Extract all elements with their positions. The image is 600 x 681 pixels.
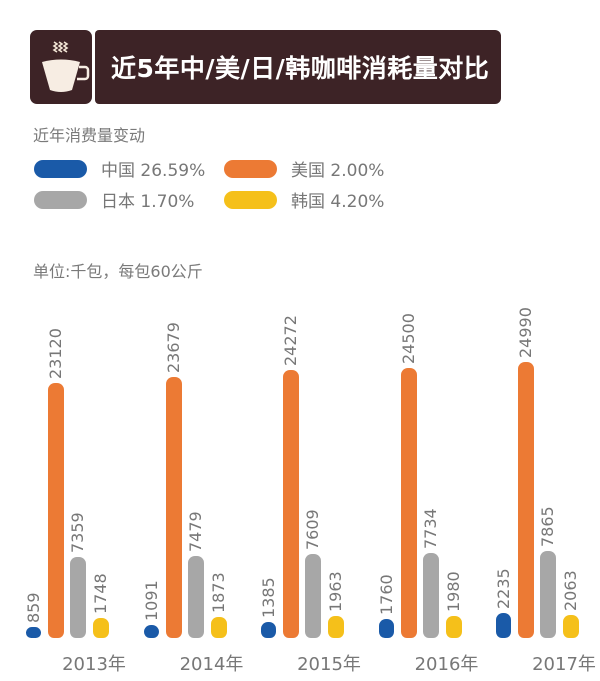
legend-item-usa: 美国 2.00% [224,156,384,181]
bar-日本-2015年 [305,554,321,638]
value-label: 1748 [91,573,110,614]
value-label: 24272 [281,315,300,367]
legend-swatch-china [34,159,87,178]
legend-label: 美国 2.00% [291,161,385,181]
legend-swatch-usa [224,159,277,178]
bar-中国-2013年 [26,627,41,638]
x-axis-label: 2017年 [532,654,596,675]
value-label: 2235 [494,568,513,610]
title-banner: 近5年中/美/日/韩咖啡消耗量对比 [95,30,501,104]
bar-韩国-2016年 [445,616,462,638]
value-label: 2063 [561,570,580,612]
value-label: 1873 [208,572,228,614]
bar-中国-2015年 [261,622,276,638]
legend-label: 日本 1.70% [101,192,195,212]
coffee-cup-icon [30,30,92,104]
value-label: 859 [24,592,43,623]
x-axis-label: 2016年 [414,654,479,675]
bar-日本-2013年 [70,556,86,638]
legend-swatch-korea [224,190,277,209]
bar-中国-2017年 [496,613,511,638]
bar-美国-2013年 [48,383,64,638]
value-label: 23679 [163,321,183,373]
legend-label: 韩国 4.20% [291,192,385,212]
legend-item-china: 中国 26.59% [34,156,205,181]
bar-日本-2016年 [422,552,439,638]
bar-中国-2016年 [378,618,394,638]
bar-韩国-2015年 [328,616,344,638]
bar-日本-2017年 [540,551,556,638]
value-label: 1963 [326,571,345,613]
value-label: 1091 [141,579,161,621]
unit-label: 单位:千包，每包60公斤 [33,262,203,281]
x-axis-label: 2014年 [179,654,244,675]
value-label: 24500 [398,312,418,364]
bar-日本-2014年 [187,555,204,638]
legend-item-japan: 日本 1.70% [34,187,194,212]
chart-title: 近5年中/美/日/韩咖啡消耗量对比 [111,54,490,83]
bar-美国-2014年 [165,376,182,638]
bar-韩国-2013年 [93,618,109,638]
value-label: 7479 [185,510,205,552]
legend-swatch-japan [34,190,87,209]
value-label: 1760 [376,573,396,615]
legend-label: 中国 26.59% [101,161,206,181]
value-label: 7734 [420,507,440,549]
value-label: 24990 [516,307,535,359]
bar-美国-2015年 [283,370,299,638]
bar-美国-2017年 [518,362,534,638]
value-label: 7609 [303,509,322,551]
value-label: 7865 [538,506,557,548]
bar-中国-2014年 [143,624,159,638]
bar-美国-2016年 [400,367,417,638]
bar-韩国-2017年 [563,615,579,638]
legend-title: 近年消费量变动 [33,126,146,145]
legend-item-korea: 韩国 4.20% [224,187,384,212]
bar-韩国-2014年 [210,617,227,638]
x-axis-label: 2015年 [297,654,361,675]
value-label: 1385 [259,577,278,618]
x-axis-label: 2013年 [62,654,126,675]
value-label: 7359 [68,512,87,553]
value-label: 1980 [443,571,463,613]
value-label: 23120 [46,328,65,379]
